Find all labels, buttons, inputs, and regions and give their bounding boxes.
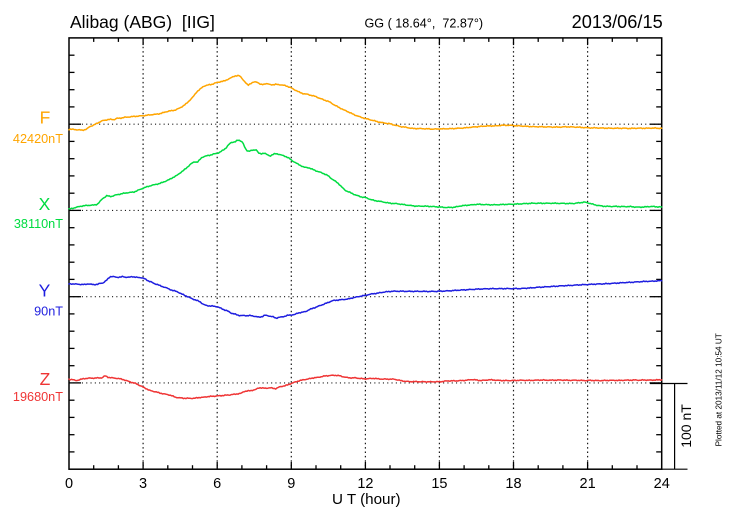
svg-text:100 nT: 100 nT bbox=[678, 404, 694, 448]
svg-text:15: 15 bbox=[431, 476, 447, 492]
svg-text:12: 12 bbox=[357, 476, 373, 492]
svg-text:Z: Z bbox=[40, 369, 51, 389]
svg-text:0: 0 bbox=[65, 476, 73, 492]
svg-text:24: 24 bbox=[654, 476, 670, 492]
svg-text:2013/06/15: 2013/06/15 bbox=[572, 12, 663, 32]
svg-text:9: 9 bbox=[287, 476, 295, 492]
svg-text:GG ( 18.64°, 72.87°): GG ( 18.64°, 72.87°) bbox=[365, 16, 484, 30]
svg-text:X: X bbox=[39, 194, 51, 214]
svg-text:18: 18 bbox=[505, 476, 521, 492]
svg-text:Y: Y bbox=[39, 281, 51, 301]
svg-text:U T (hour): U T (hour) bbox=[332, 491, 401, 508]
svg-text:Plotted at 2013/11/12 10:54 UT: Plotted at 2013/11/12 10:54 UT bbox=[715, 333, 724, 446]
svg-text:F: F bbox=[40, 107, 51, 127]
svg-text:21: 21 bbox=[580, 476, 596, 492]
svg-text:6: 6 bbox=[213, 476, 221, 492]
svg-text:3: 3 bbox=[139, 476, 147, 492]
svg-text:38110nT: 38110nT bbox=[14, 217, 63, 231]
svg-text:19680nT: 19680nT bbox=[13, 390, 63, 404]
svg-text:42420nT: 42420nT bbox=[13, 132, 63, 146]
svg-text:90nT: 90nT bbox=[34, 304, 63, 318]
svg-text:Alibag (ABG) [IIG]: Alibag (ABG) [IIG] bbox=[70, 12, 215, 32]
